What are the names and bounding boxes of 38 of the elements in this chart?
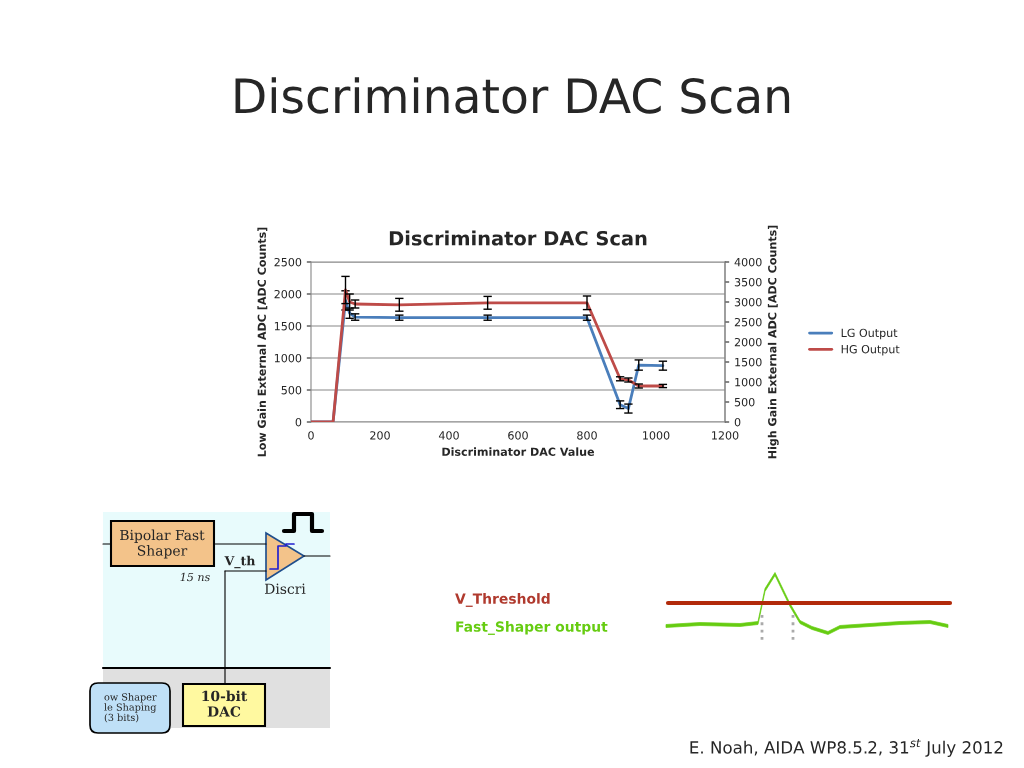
- y2-axis-title: High Gain External ADC [ADC Counts]: [767, 225, 779, 459]
- text: E. Noah, AIDA WP8.5.2, 31$^{st}$ July 2012: [690, 738, 1003, 757]
- text: V_Threshold: [455, 593, 550, 607]
- text: Fast_Shaper output: [456, 621, 608, 635]
- y2-tick-label: 2500: [734, 317, 762, 327]
- text: Discri: [264, 583, 306, 595]
- text: Bipolar Fast Shaper: [120, 529, 205, 559]
- chart-title: Discriminator DAC Scan: [235, 77, 790, 114]
- legend-label: HG Output: [841, 344, 900, 356]
- y2-tick-label: 0: [734, 417, 741, 427]
- y-tick-label: 2000: [274, 289, 302, 299]
- x-axis-title: Discriminator DAC Value: [442, 447, 595, 456]
- text: V_th: [224, 555, 256, 569]
- y-axis-title: Low Gain External ADC [ADC Counts]: [257, 227, 268, 457]
- x-tick-label: 800: [577, 431, 597, 440]
- y-tick-label: 0: [295, 417, 302, 427]
- y2-tick-label: 2000: [734, 337, 762, 347]
- y2-tick-label: 1500: [735, 357, 762, 367]
- y2-tick-label: 1000: [735, 377, 762, 387]
- x-tick-label: 0: [308, 431, 314, 440]
- y2-tick-label: 4000: [734, 257, 762, 267]
- x-tick-label: 200: [370, 431, 390, 440]
- y-tick-label: 1500: [274, 321, 302, 331]
- legend-label: LG Output: [841, 328, 898, 340]
- x-tick-label: 400: [438, 431, 459, 440]
- y-tick-label: 1000: [274, 353, 302, 363]
- chart-subtitle: Discriminator DAC Scan: [389, 230, 647, 246]
- y2-tick-label: 500: [734, 397, 755, 407]
- y-tick-label: 500: [281, 385, 302, 395]
- x-tick-label: 600: [508, 431, 528, 440]
- x-tick-label: 1200: [712, 431, 739, 440]
- y-tick-label: 2500: [274, 257, 302, 267]
- x-tick-label: 1000: [643, 431, 670, 440]
- text: 15 ns: [180, 572, 210, 582]
- text: ow Shaper le Shaping (3 bits): [104, 693, 157, 723]
- y2-tick-label: 3500: [734, 277, 762, 287]
- y2-tick-label: 3000: [734, 297, 762, 307]
- text: 10-bit DAC: [202, 690, 248, 717]
